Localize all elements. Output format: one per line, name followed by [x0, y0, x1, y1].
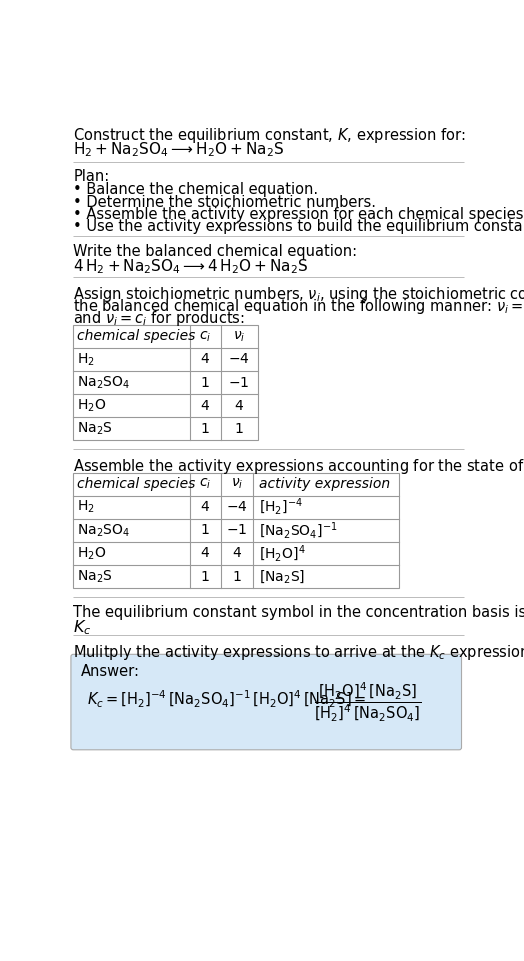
Text: 1: 1	[232, 570, 241, 583]
Text: Plan:: Plan:	[73, 169, 110, 185]
Text: $-4$: $-4$	[226, 501, 248, 514]
Text: 1: 1	[201, 422, 210, 435]
Text: Assemble the activity expressions accounting for the state of matter and $\nu_i$: Assemble the activity expressions accoun…	[73, 457, 524, 477]
Text: $[\mathrm{Na_2S}]$: $[\mathrm{Na_2S}]$	[259, 568, 305, 585]
Text: $\mathrm{4\,H_2 + Na_2SO_4 \longrightarrow 4\,H_2O + Na_2S}$: $\mathrm{4\,H_2 + Na_2SO_4 \longrightarr…	[73, 257, 309, 276]
Text: chemical species: chemical species	[77, 330, 195, 343]
Text: • Determine the stoichiometric numbers.: • Determine the stoichiometric numbers.	[73, 195, 376, 209]
FancyBboxPatch shape	[71, 654, 462, 750]
Text: $\mathrm{H_2}$: $\mathrm{H_2}$	[77, 499, 95, 515]
Text: 1: 1	[201, 570, 210, 583]
Text: Answer:: Answer:	[81, 664, 140, 679]
Text: $\mathrm{H_2O}$: $\mathrm{H_2O}$	[77, 398, 106, 414]
Text: $-1$: $-1$	[226, 524, 247, 537]
Text: $\nu_i$: $\nu_i$	[233, 329, 245, 343]
Text: the balanced chemical equation in the following manner: $\nu_i = -c_i$ for react: the balanced chemical equation in the fo…	[73, 297, 524, 316]
Text: 4: 4	[233, 547, 241, 560]
Text: Assign stoichiometric numbers, $\nu_i$, using the stoichiometric coefficients, $: Assign stoichiometric numbers, $\nu_i$, …	[73, 284, 524, 304]
Text: $\nu_i$: $\nu_i$	[231, 477, 243, 491]
Text: 4: 4	[201, 353, 210, 366]
Text: $K_c = [\mathrm{H_2}]^{-4}\,[\mathrm{Na_2SO_4}]^{-1}\,[\mathrm{H_2O}]^{4}\,[\mat: $K_c = [\mathrm{H_2}]^{-4}\,[\mathrm{Na_…	[87, 688, 367, 709]
Text: $\mathrm{Na_2S}$: $\mathrm{Na_2S}$	[77, 421, 113, 437]
Text: $c_i$: $c_i$	[199, 329, 211, 343]
Text: • Assemble the activity expression for each chemical species.: • Assemble the activity expression for e…	[73, 207, 524, 222]
Text: Mulitply the activity expressions to arrive at the $K_c$ expression:: Mulitply the activity expressions to arr…	[73, 643, 524, 662]
Text: Construct the equilibrium constant, $K$, expression for:: Construct the equilibrium constant, $K$,…	[73, 126, 466, 145]
Text: 1: 1	[235, 422, 244, 435]
Text: 4: 4	[201, 547, 210, 560]
Text: 1: 1	[201, 376, 210, 389]
Text: 4: 4	[201, 399, 210, 412]
Text: $\mathrm{Na_2S}$: $\mathrm{Na_2S}$	[77, 568, 113, 584]
Text: $\mathrm{Na_2SO_4}$: $\mathrm{Na_2SO_4}$	[77, 375, 130, 391]
Text: $\mathrm{H_2}$: $\mathrm{H_2}$	[77, 351, 95, 368]
Text: $\dfrac{[\mathrm{H_2O}]^4\,[\mathrm{Na_2S}]}{[\mathrm{H_2}]^4\,[\mathrm{Na_2SO_4: $\dfrac{[\mathrm{H_2O}]^4\,[\mathrm{Na_2…	[313, 680, 421, 724]
Text: $-4$: $-4$	[228, 353, 250, 366]
Text: $\mathrm{H_2 + Na_2SO_4 \longrightarrow H_2O + Na_2S}$: $\mathrm{H_2 + Na_2SO_4 \longrightarrow …	[73, 140, 285, 159]
Text: $\mathrm{H_2O}$: $\mathrm{H_2O}$	[77, 545, 106, 561]
Text: 4: 4	[235, 399, 244, 412]
Bar	[73, 325, 258, 440]
Text: The equilibrium constant symbol in the concentration basis is:: The equilibrium constant symbol in the c…	[73, 605, 524, 620]
Text: • Use the activity expressions to build the equilibrium constant expression.: • Use the activity expressions to build …	[73, 219, 524, 234]
Text: $\mathrm{Na_2SO_4}$: $\mathrm{Na_2SO_4}$	[77, 522, 130, 538]
Text: activity expression: activity expression	[259, 478, 390, 491]
Text: $K_c$: $K_c$	[73, 618, 92, 637]
Text: $[\mathrm{H_2O}]^{4}$: $[\mathrm{H_2O}]^{4}$	[259, 543, 306, 564]
Text: 1: 1	[201, 524, 210, 537]
Text: 4: 4	[201, 501, 210, 514]
Text: chemical species: chemical species	[77, 478, 195, 491]
Text: $[\mathrm{Na_2SO_4}]^{-1}$: $[\mathrm{Na_2SO_4}]^{-1}$	[259, 520, 337, 540]
Text: • Balance the chemical equation.: • Balance the chemical equation.	[73, 183, 319, 197]
Bar	[73, 473, 399, 588]
Text: Write the balanced chemical equation:: Write the balanced chemical equation:	[73, 244, 357, 259]
Text: $[\mathrm{H_2}]^{-4}$: $[\mathrm{H_2}]^{-4}$	[259, 497, 303, 517]
Text: $-1$: $-1$	[228, 376, 250, 389]
Text: and $\nu_i = c_i$ for products:: and $\nu_i = c_i$ for products:	[73, 309, 245, 329]
Text: $c_i$: $c_i$	[199, 477, 211, 491]
